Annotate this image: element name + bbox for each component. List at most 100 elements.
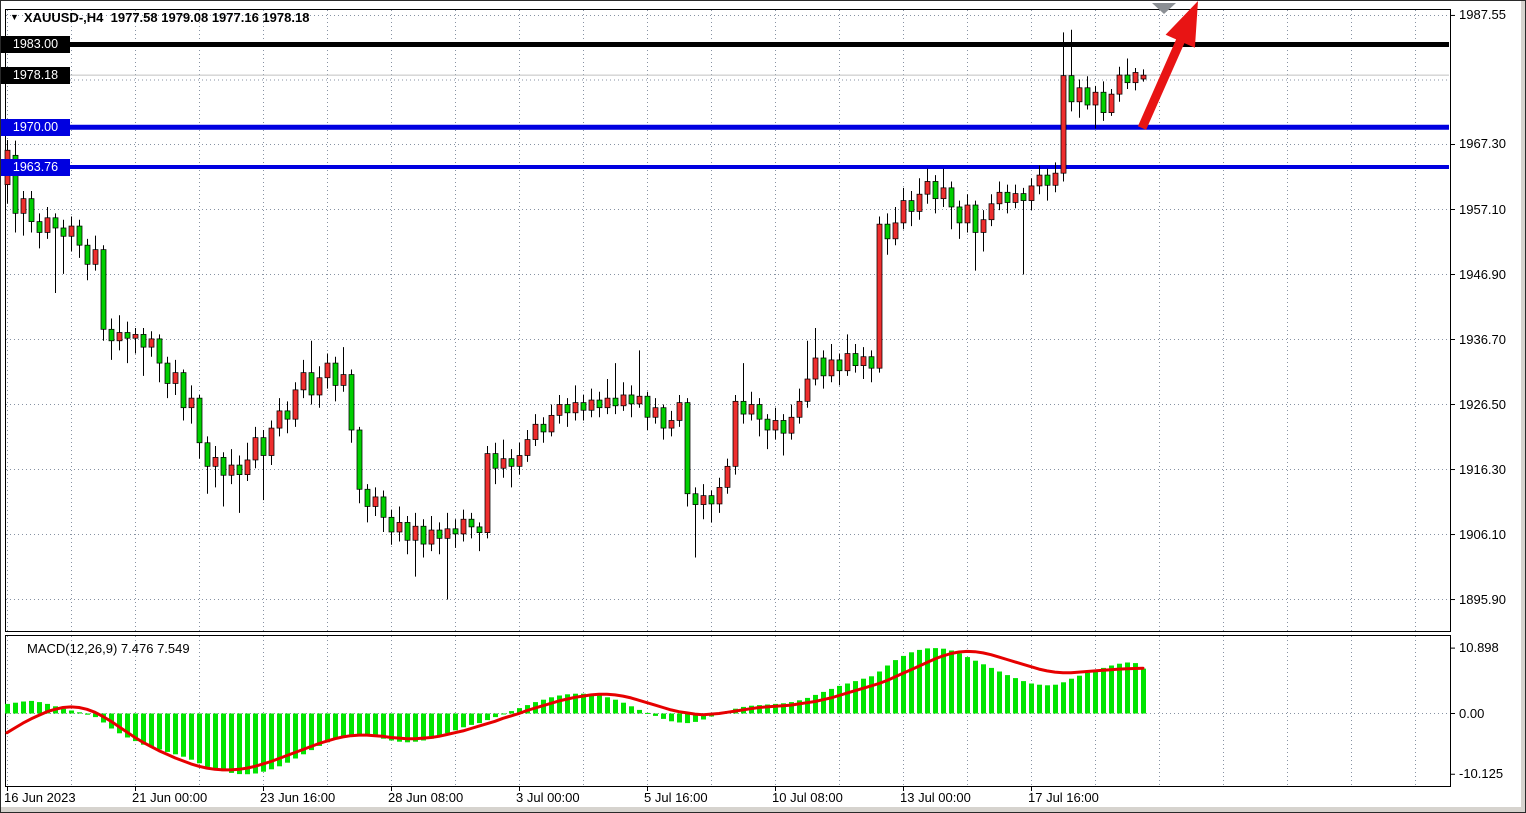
macd-histogram-bar: [869, 676, 874, 714]
candle-bull: [796, 400, 803, 418]
price-axis-label: 1926.50: [1459, 396, 1506, 412]
candle-bear: [76, 225, 83, 246]
macd-histogram-bar: [485, 713, 490, 721]
trend-arrow[interactable]: [1137, 1, 1198, 130]
candle-bear: [1100, 91, 1107, 114]
price-axis-label: 1895.90: [1459, 591, 1506, 607]
candle-bear: [108, 328, 115, 342]
macd-histogram-bar: [309, 713, 314, 751]
scroll-to-end-icon[interactable]: [1152, 3, 1176, 14]
candle-bull: [500, 458, 507, 469]
time-axis-label: 28 Jun 08:00: [388, 790, 464, 805]
macd-histogram-bar: [1029, 683, 1034, 714]
candle-bull: [876, 223, 883, 369]
macd-histogram-bar: [397, 713, 402, 742]
macd-histogram-bar: [661, 713, 666, 719]
candle-bear: [1068, 75, 1075, 103]
symbol-timeframe-label: XAUUSD-,H4: [23, 10, 104, 25]
macd-histogram-bar: [269, 713, 274, 770]
candle-bear: [100, 249, 107, 330]
time-axis-label: 3 Jul 00:00: [516, 790, 580, 805]
candle-bear: [1124, 74, 1131, 84]
candle-bear: [308, 372, 315, 396]
candle-bull: [324, 362, 331, 379]
macd-histogram-bar: [573, 693, 578, 714]
macd-histogram-bar: [653, 713, 658, 716]
candle-bear: [204, 442, 211, 467]
candle-bull: [428, 529, 435, 545]
candle-bull: [1012, 193, 1019, 203]
candle-bear: [164, 362, 171, 384]
candle-bull: [252, 437, 259, 461]
price-axis-label: 1957.10: [1459, 201, 1506, 217]
candle-bear: [780, 420, 787, 434]
macd-histogram-bar: [509, 711, 514, 714]
candle-bear: [476, 526, 483, 533]
candle-bear: [36, 221, 43, 233]
price-badge: 1963.76: [1, 158, 70, 176]
macd-histogram-bar: [357, 713, 362, 736]
candle-bear: [868, 356, 875, 369]
candle-bull: [316, 377, 323, 396]
macd-indicator-label[interactable]: MACD(12,26,9) 7.476 7.549: [27, 641, 190, 656]
macd-histogram-bar: [157, 713, 162, 750]
macd-histogram-bar: [581, 693, 586, 714]
candle-bear: [380, 496, 387, 518]
macd-histogram-bar: [1093, 670, 1098, 714]
macd-histogram-bar: [261, 713, 266, 772]
candle-bear: [468, 518, 475, 528]
candle-bull: [1140, 74, 1147, 80]
macd-histogram-bar: [701, 713, 706, 720]
macd-histogram-bar: [317, 713, 322, 746]
main-chart-panel[interactable]: [5, 9, 1451, 632]
macd-histogram-bar: [645, 712, 650, 714]
time-axis-label: 17 Jul 16:00: [1028, 790, 1099, 805]
candle-bull: [1108, 93, 1115, 114]
macd-histogram-bar: [757, 705, 762, 714]
candle-bear: [644, 395, 651, 418]
candle-bear: [612, 397, 619, 407]
candle-bull: [620, 394, 627, 407]
macd-histogram-bar: [21, 701, 26, 714]
candle-bull: [892, 222, 899, 240]
macd-histogram-bar: [605, 697, 610, 714]
candle-bear: [156, 338, 163, 364]
macd-histogram-bar: [389, 713, 394, 741]
macd-histogram-bar: [773, 703, 778, 714]
macd-histogram-bar: [989, 667, 994, 714]
candle-bear: [1020, 193, 1027, 201]
candle-bear: [932, 181, 939, 200]
candle-bull: [604, 397, 611, 409]
candle-bull: [556, 404, 563, 416]
candle-bear: [956, 206, 963, 224]
candle-bull: [724, 465, 731, 488]
macd-histogram-bar: [413, 713, 418, 742]
macd-histogram-bar: [493, 713, 498, 718]
candle-bear: [972, 204, 979, 233]
macd-axis-label: -10.125: [1459, 766, 1504, 782]
candle-bear: [948, 187, 955, 208]
candle-bull: [228, 464, 235, 476]
macd-histogram-bar: [997, 671, 1002, 714]
macd-histogram-bar: [405, 713, 410, 743]
candle-bull: [20, 198, 27, 214]
macd-histogram-bar: [197, 713, 202, 764]
macd-histogram-bar: [461, 713, 466, 728]
macd-histogram-bar: [1005, 675, 1010, 714]
candle-bear: [684, 402, 691, 495]
macd-histogram-bar: [341, 713, 346, 737]
macd-histogram-bar: [125, 713, 130, 738]
macd-histogram-bar: [501, 713, 506, 715]
candle-bull: [212, 457, 219, 467]
candle-bull: [812, 357, 819, 380]
candle-bull: [924, 181, 931, 195]
candle-bear: [364, 488, 371, 507]
macd-histogram-bar: [325, 713, 330, 743]
candle-bull: [940, 187, 947, 200]
macd-histogram-bar: [1085, 672, 1090, 714]
candle-bear: [708, 495, 715, 505]
symbol-dropdown-icon[interactable]: ▼: [10, 12, 19, 22]
macd-histogram-bar: [813, 694, 818, 714]
